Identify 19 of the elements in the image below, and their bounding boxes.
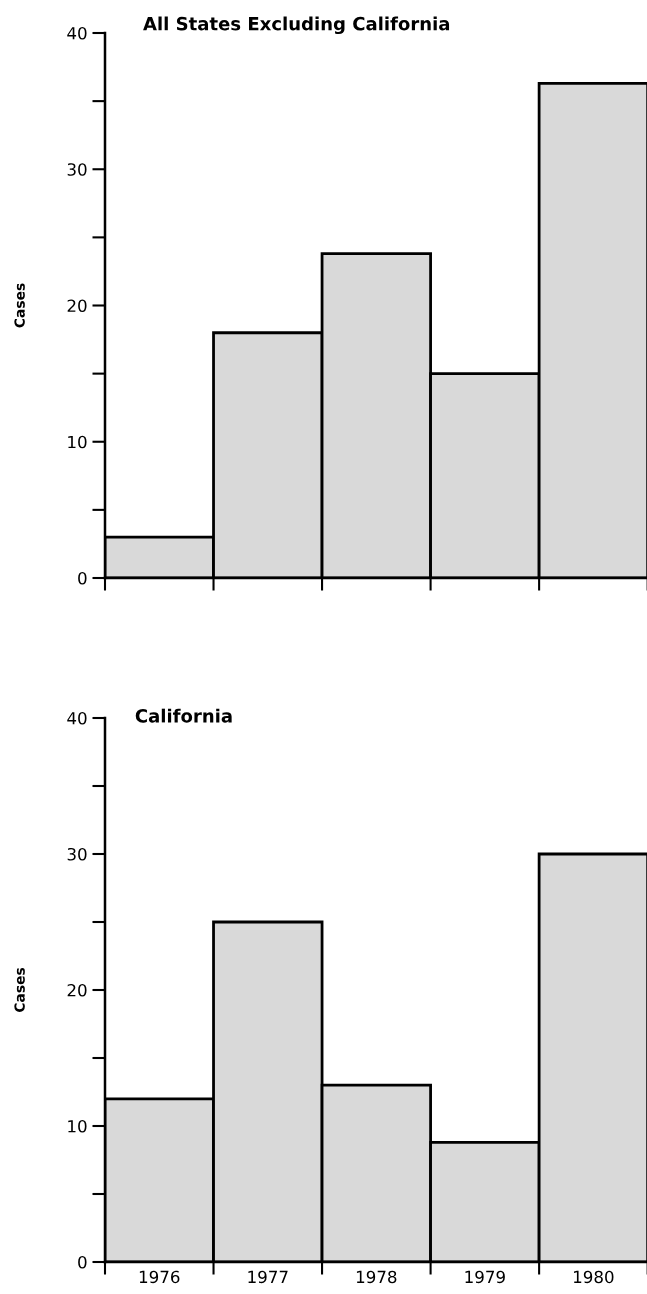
y-tick-label: 20 xyxy=(67,299,87,313)
x-tick-label: 1980 xyxy=(574,1270,614,1284)
x-tick-label: 1977 xyxy=(248,1270,288,1284)
y-tick-label: 0 xyxy=(78,1255,87,1269)
y-axis-title: Cases xyxy=(14,283,25,328)
x-tick-label: 1979 xyxy=(465,1270,505,1284)
y-tick-label: 30 xyxy=(67,163,87,176)
chart-title: California xyxy=(135,708,232,723)
y-axis-title: Cases xyxy=(14,967,25,1013)
y-tick-label: 20 xyxy=(67,983,87,997)
chart-title: All States Excluding California xyxy=(143,16,450,35)
y-tick-label: 30 xyxy=(67,847,87,861)
y-tick-label: 10 xyxy=(68,1119,87,1133)
y-tick-label: 40 xyxy=(67,26,87,40)
x-tick-label: 1976 xyxy=(139,1270,180,1284)
y-tick-label: 0 xyxy=(78,571,87,585)
y-tick-label: 40 xyxy=(67,711,87,725)
y-tick-label: 10 xyxy=(68,435,87,449)
x-tick-label: 1978 xyxy=(356,1270,397,1284)
